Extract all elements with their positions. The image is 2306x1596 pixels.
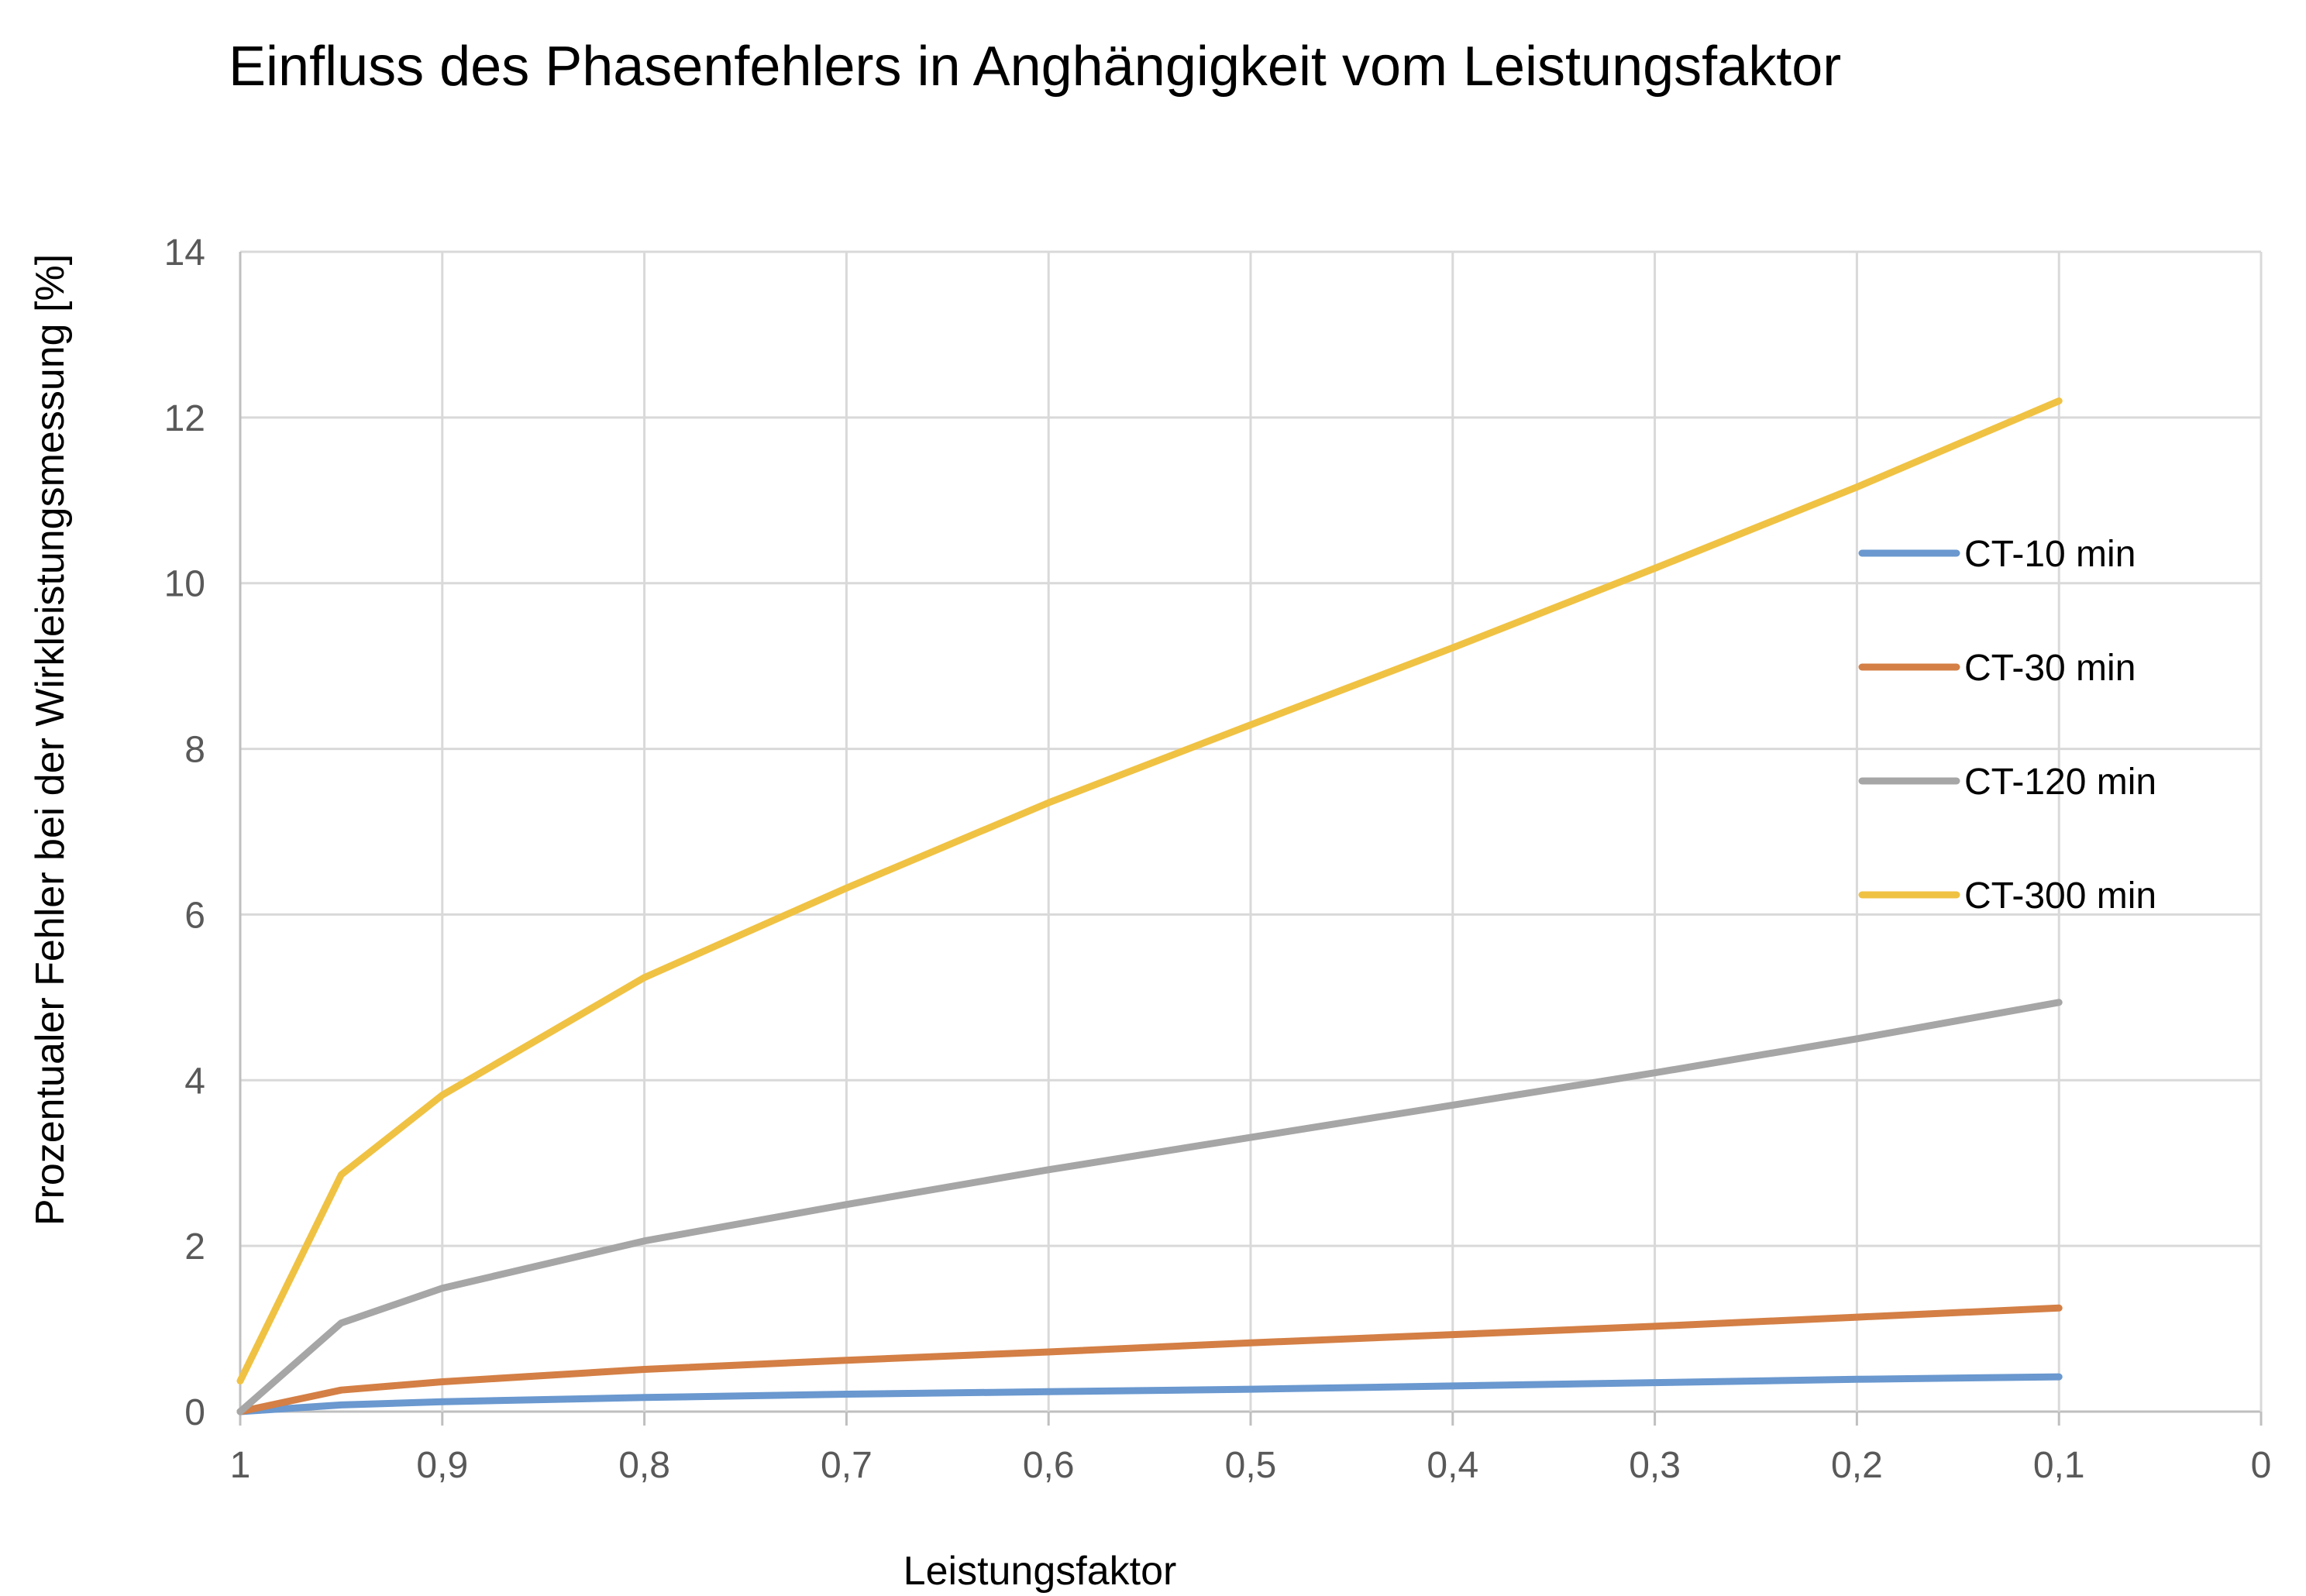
x-tick-label: 0,5 bbox=[1225, 1445, 1277, 1486]
x-axis-label: Leistungsfaktor bbox=[903, 1549, 1177, 1594]
y-tick-label: 8 bbox=[184, 730, 205, 771]
x-tick-label: 0,6 bbox=[1023, 1445, 1075, 1486]
y-tick-label: 6 bbox=[184, 895, 205, 936]
series-line-ct-120-min bbox=[236, 999, 2063, 1415]
legend: CT-10 min CT-30 min CT-120 min CT-300 min bbox=[1858, 534, 2156, 917]
y-axis-label: Prozentualer Fehler bei der Wirkleistung… bbox=[28, 254, 73, 1226]
y-tick-label: 4 bbox=[184, 1061, 205, 1102]
legend-entry: CT-30 min bbox=[1964, 648, 2136, 689]
series-lines bbox=[236, 397, 2063, 1415]
legend-entry: CT-10 min bbox=[1964, 534, 2136, 575]
y-tick-label: 12 bbox=[164, 398, 205, 439]
chart-title: Einfluss des Phasenfehlers in Anghängigk… bbox=[229, 36, 1841, 98]
x-tick-label: 0 bbox=[2251, 1445, 2272, 1486]
x-tick-label: 0,3 bbox=[1629, 1445, 1681, 1486]
x-tick-label: 0,4 bbox=[1427, 1445, 1478, 1486]
y-axis-ticks: 0 2 4 6 8 10 12 14 bbox=[164, 232, 205, 1433]
y-tick-label: 14 bbox=[164, 232, 205, 273]
x-tick-label: 0,7 bbox=[821, 1445, 872, 1486]
series-line-ct-300-min bbox=[236, 397, 2063, 1384]
x-tick-label: 1 bbox=[230, 1445, 251, 1486]
legend-entry: CT-300 min bbox=[1964, 875, 2156, 917]
legend-entry: CT-120 min bbox=[1964, 762, 2156, 803]
series-line-ct-10-min bbox=[236, 1373, 2063, 1415]
y-tick-label: 0 bbox=[184, 1392, 205, 1433]
y-tick-label: 10 bbox=[164, 564, 205, 605]
x-tick-label: 0,8 bbox=[618, 1445, 670, 1486]
x-axis-ticks: 1 0,9 0,8 0,7 0,6 0,5 0,4 0,3 0,2 0,1 0 bbox=[230, 1445, 2272, 1486]
gridlines bbox=[239, 250, 2263, 1426]
series-line-ct-30-min bbox=[236, 1304, 2063, 1415]
x-tick-label: 0,1 bbox=[2033, 1445, 2085, 1486]
y-tick-label: 2 bbox=[184, 1226, 205, 1268]
x-tick-label: 0,9 bbox=[416, 1445, 468, 1486]
x-tick-label: 0,2 bbox=[1831, 1445, 1883, 1486]
